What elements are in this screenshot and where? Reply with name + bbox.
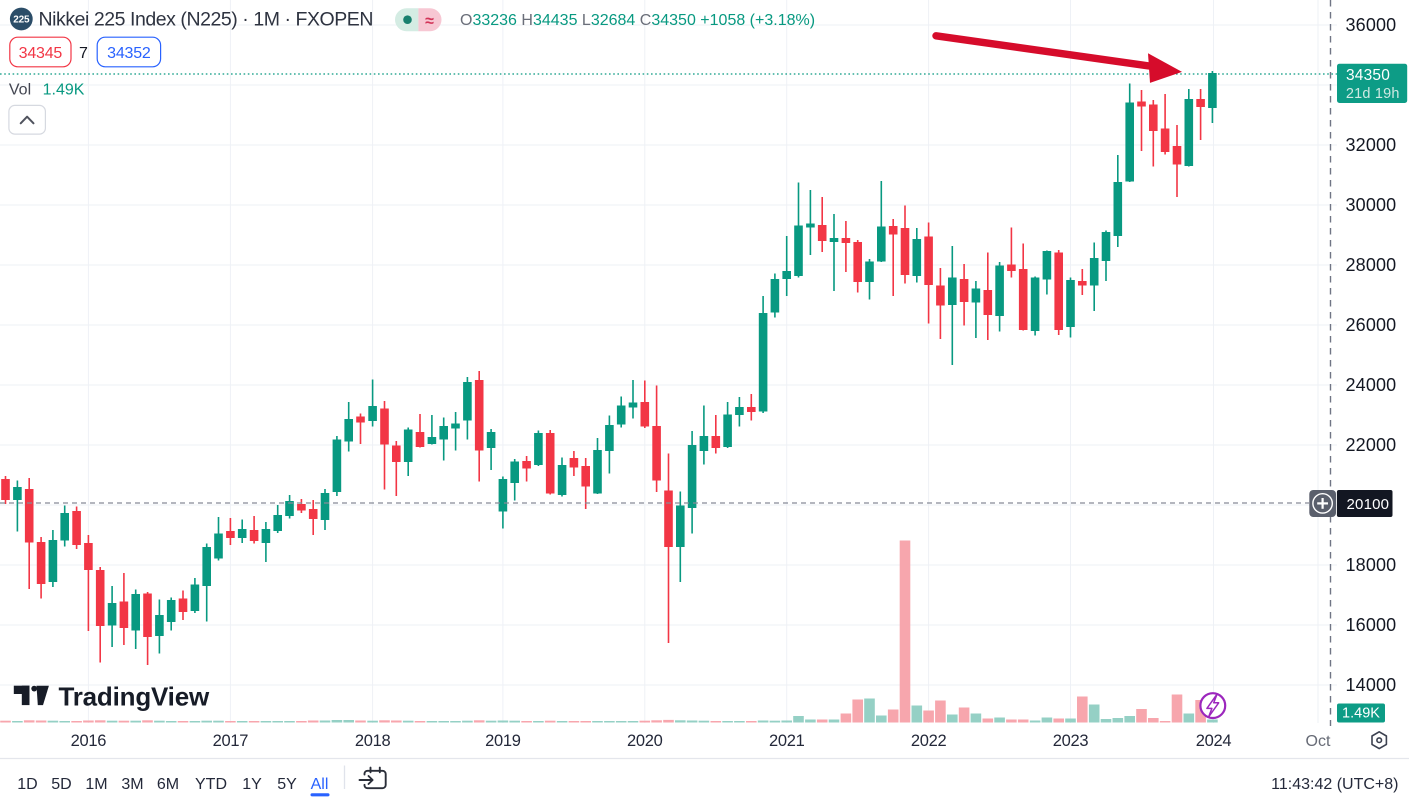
svg-text:21d 19h: 21d 19h <box>1346 86 1400 102</box>
svg-text:2017: 2017 <box>213 732 249 750</box>
svg-text:22000: 22000 <box>1346 435 1397 455</box>
svg-text:3M: 3M <box>121 776 143 793</box>
svg-text:14000: 14000 <box>1346 675 1397 695</box>
svg-text:32000: 32000 <box>1346 135 1397 155</box>
svg-text:2018: 2018 <box>355 732 391 750</box>
svg-text:1M: 1M <box>85 776 107 793</box>
svg-text:All: All <box>311 776 329 793</box>
svg-text:Oct: Oct <box>1306 733 1331 750</box>
svg-text:28000: 28000 <box>1346 255 1397 275</box>
svg-text:30000: 30000 <box>1346 195 1397 215</box>
svg-text:1.49K: 1.49K <box>43 82 85 99</box>
svg-text:6M: 6M <box>157 776 179 793</box>
svg-text:1Y: 1Y <box>242 776 262 793</box>
svg-text:11:43:42 (UTC+8): 11:43:42 (UTC+8) <box>1271 776 1398 793</box>
svg-text:1.49K: 1.49K <box>1342 706 1380 722</box>
svg-text:20100: 20100 <box>1347 496 1390 513</box>
svg-text:34352: 34352 <box>107 45 151 62</box>
svg-text:5D: 5D <box>51 776 71 793</box>
svg-text:225: 225 <box>13 14 30 25</box>
svg-text:2016: 2016 <box>71 732 107 750</box>
svg-text:2024: 2024 <box>1196 732 1232 750</box>
svg-text:1D: 1D <box>17 776 37 793</box>
svg-text:7: 7 <box>79 45 88 62</box>
svg-text:2023: 2023 <box>1053 732 1089 750</box>
svg-text:TradingView: TradingView <box>59 681 210 711</box>
svg-text:O33236 H34435 L32684 C34350 +1: O33236 H34435 L32684 C34350 +1058 (+3.18… <box>460 12 815 29</box>
svg-text:24000: 24000 <box>1346 375 1397 395</box>
svg-text:5Y: 5Y <box>277 776 297 793</box>
svg-text:34345: 34345 <box>19 45 63 62</box>
svg-text:Vol: Vol <box>9 82 31 99</box>
svg-text:26000: 26000 <box>1346 315 1397 335</box>
svg-text:18000: 18000 <box>1346 555 1397 575</box>
svg-text:36000: 36000 <box>1346 15 1397 35</box>
svg-text:YTD: YTD <box>195 776 227 793</box>
svg-text:2019: 2019 <box>485 732 521 750</box>
svg-text:16000: 16000 <box>1346 615 1397 635</box>
svg-text:≈: ≈ <box>425 13 434 30</box>
svg-text:2022: 2022 <box>911 732 947 750</box>
svg-text:2021: 2021 <box>769 732 805 750</box>
svg-text:2020: 2020 <box>627 732 663 750</box>
svg-text:34350: 34350 <box>1346 67 1390 84</box>
svg-text:Nikkei 225 Index (N225) · 1M ·: Nikkei 225 Index (N225) · 1M · FXOPEN <box>39 8 373 30</box>
